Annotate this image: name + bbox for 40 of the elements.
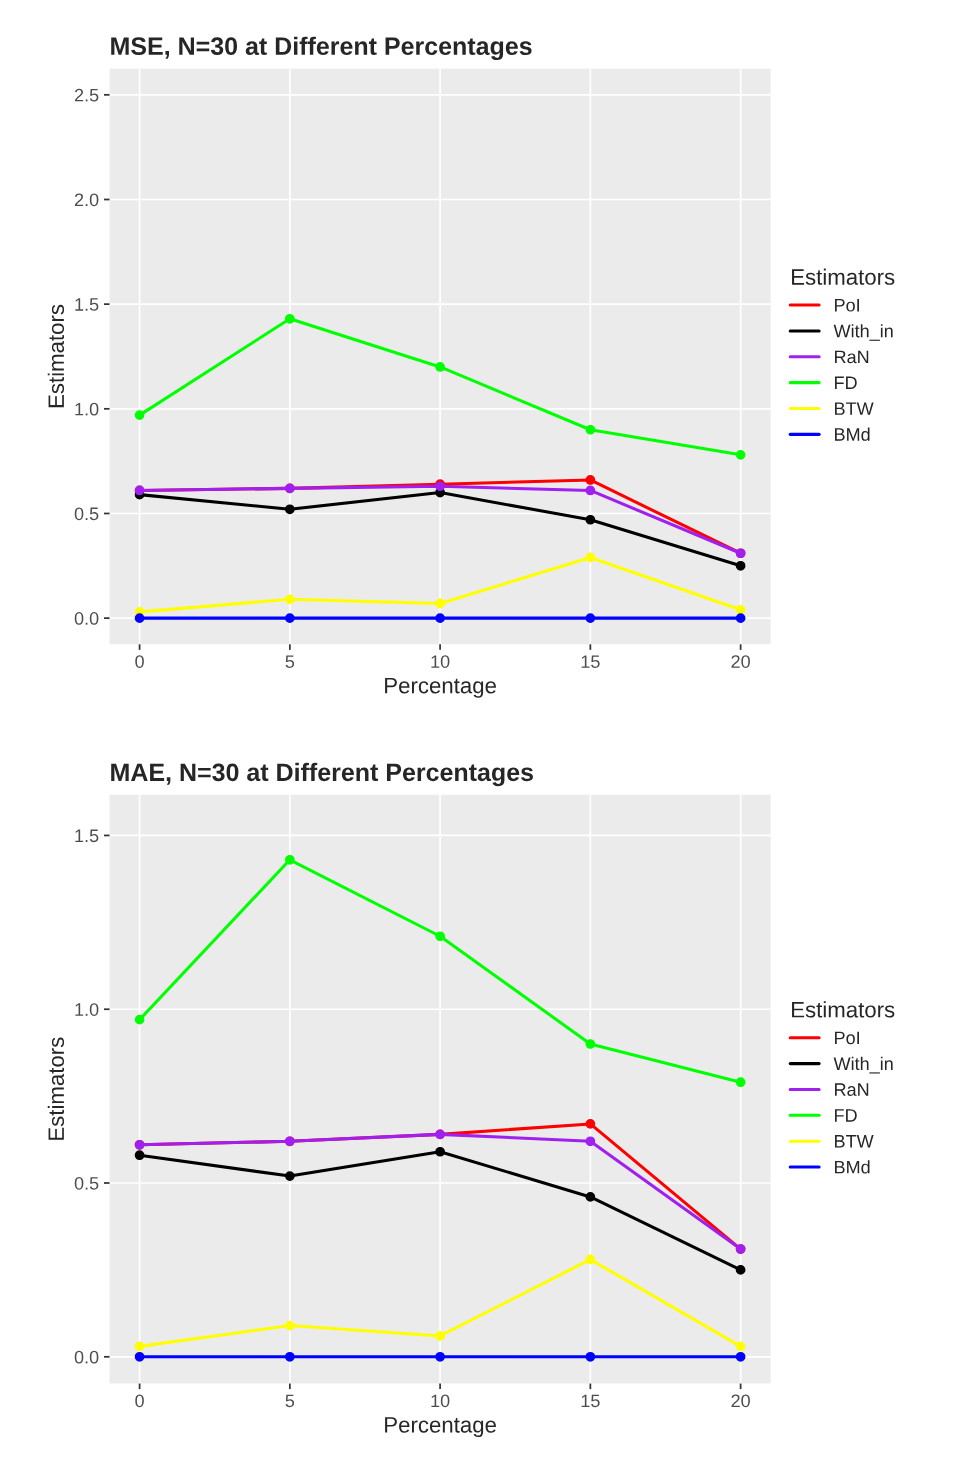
chart-title: MSE, N=30 at Different Percentages: [111, 36, 532, 61]
x-tick-label: 15: [581, 655, 600, 668]
x-tick-label: 15: [581, 1394, 600, 1408]
y-tick-label: 1.5: [75, 298, 99, 311]
y-tick-label: 0.5: [74, 1176, 99, 1190]
y-tick-label: 2.5: [74, 88, 99, 102]
x-tick-label: 5: [285, 1394, 295, 1408]
x-axis-title: Percentage: [385, 677, 496, 698]
x-tick-label: 20: [731, 655, 750, 668]
y-tick-label: 0.0: [74, 1350, 99, 1364]
legend-label: With_in: [833, 1056, 893, 1074]
legend-label: With_in: [833, 324, 893, 341]
legend-label: RaN: [835, 1083, 869, 1096]
x-tick-label: 10: [431, 655, 450, 668]
legend-label: BTW: [835, 1135, 874, 1148]
legend-label: BMd: [835, 427, 870, 441]
y-tick-label: 1.5: [75, 829, 99, 843]
legend-label: RaN: [835, 350, 869, 364]
x-tick-label: 0: [135, 655, 144, 668]
x-tick-label: 10: [431, 1394, 450, 1408]
legend-label: PoI: [835, 1031, 859, 1045]
x-tick-label: 5: [285, 655, 295, 668]
x-tick-label: 0: [135, 1394, 144, 1408]
legend-label: FD: [835, 376, 857, 389]
y-tick-label: 1.0: [75, 402, 99, 416]
x-axis-title: Percentage: [385, 1417, 496, 1438]
x-tick-label: 20: [731, 1394, 750, 1408]
y-tick-label: 0.0: [74, 612, 99, 625]
y-tick-label: 2.0: [74, 193, 99, 207]
legend-label: BTW: [835, 402, 874, 415]
y-tick-label: 1.0: [75, 1003, 99, 1016]
y-axis-title: Estimators: [47, 1037, 65, 1140]
legend-title: Estimators: [792, 268, 895, 285]
legend-label: FD: [835, 1109, 857, 1122]
legend-title: Estimators: [792, 1001, 895, 1018]
y-axis-title: Estimators: [47, 304, 65, 408]
legend-label: BMd: [835, 1160, 870, 1174]
chart-title: MAE, N=30 at Different Percentages: [111, 762, 533, 787]
y-tick-label: 0.5: [74, 507, 99, 521]
legend-label: PoI: [835, 298, 859, 312]
